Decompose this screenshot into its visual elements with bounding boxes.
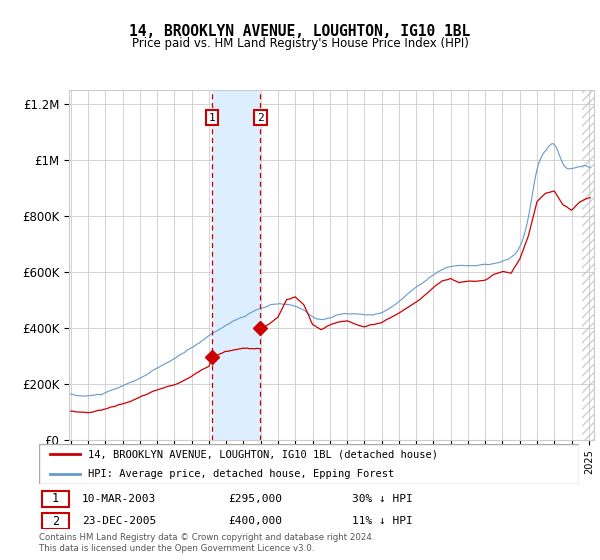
Text: 14, BROOKLYN AVENUE, LOUGHTON, IG10 1BL (detached house): 14, BROOKLYN AVENUE, LOUGHTON, IG10 1BL … — [88, 449, 437, 459]
Text: 14, BROOKLYN AVENUE, LOUGHTON, IG10 1BL: 14, BROOKLYN AVENUE, LOUGHTON, IG10 1BL — [130, 24, 470, 39]
Bar — [581, 90, 595, 440]
Text: £400,000: £400,000 — [228, 516, 282, 526]
Bar — [42, 514, 69, 529]
Bar — [212, 90, 260, 440]
Text: 30% ↓ HPI: 30% ↓ HPI — [352, 494, 413, 504]
Text: 1: 1 — [209, 113, 215, 123]
Text: Contains HM Land Registry data © Crown copyright and database right 2024.
This d: Contains HM Land Registry data © Crown c… — [39, 533, 374, 553]
Text: 11% ↓ HPI: 11% ↓ HPI — [352, 516, 413, 526]
Text: HPI: Average price, detached house, Epping Forest: HPI: Average price, detached house, Eppi… — [88, 469, 394, 479]
Text: £295,000: £295,000 — [228, 494, 282, 504]
Text: 1: 1 — [52, 492, 59, 506]
Text: 2: 2 — [257, 113, 264, 123]
Text: Price paid vs. HM Land Registry's House Price Index (HPI): Price paid vs. HM Land Registry's House … — [131, 37, 469, 50]
Text: 2: 2 — [52, 515, 59, 528]
Text: 10-MAR-2003: 10-MAR-2003 — [82, 494, 157, 504]
Bar — [42, 491, 69, 507]
Text: 23-DEC-2005: 23-DEC-2005 — [82, 516, 157, 526]
